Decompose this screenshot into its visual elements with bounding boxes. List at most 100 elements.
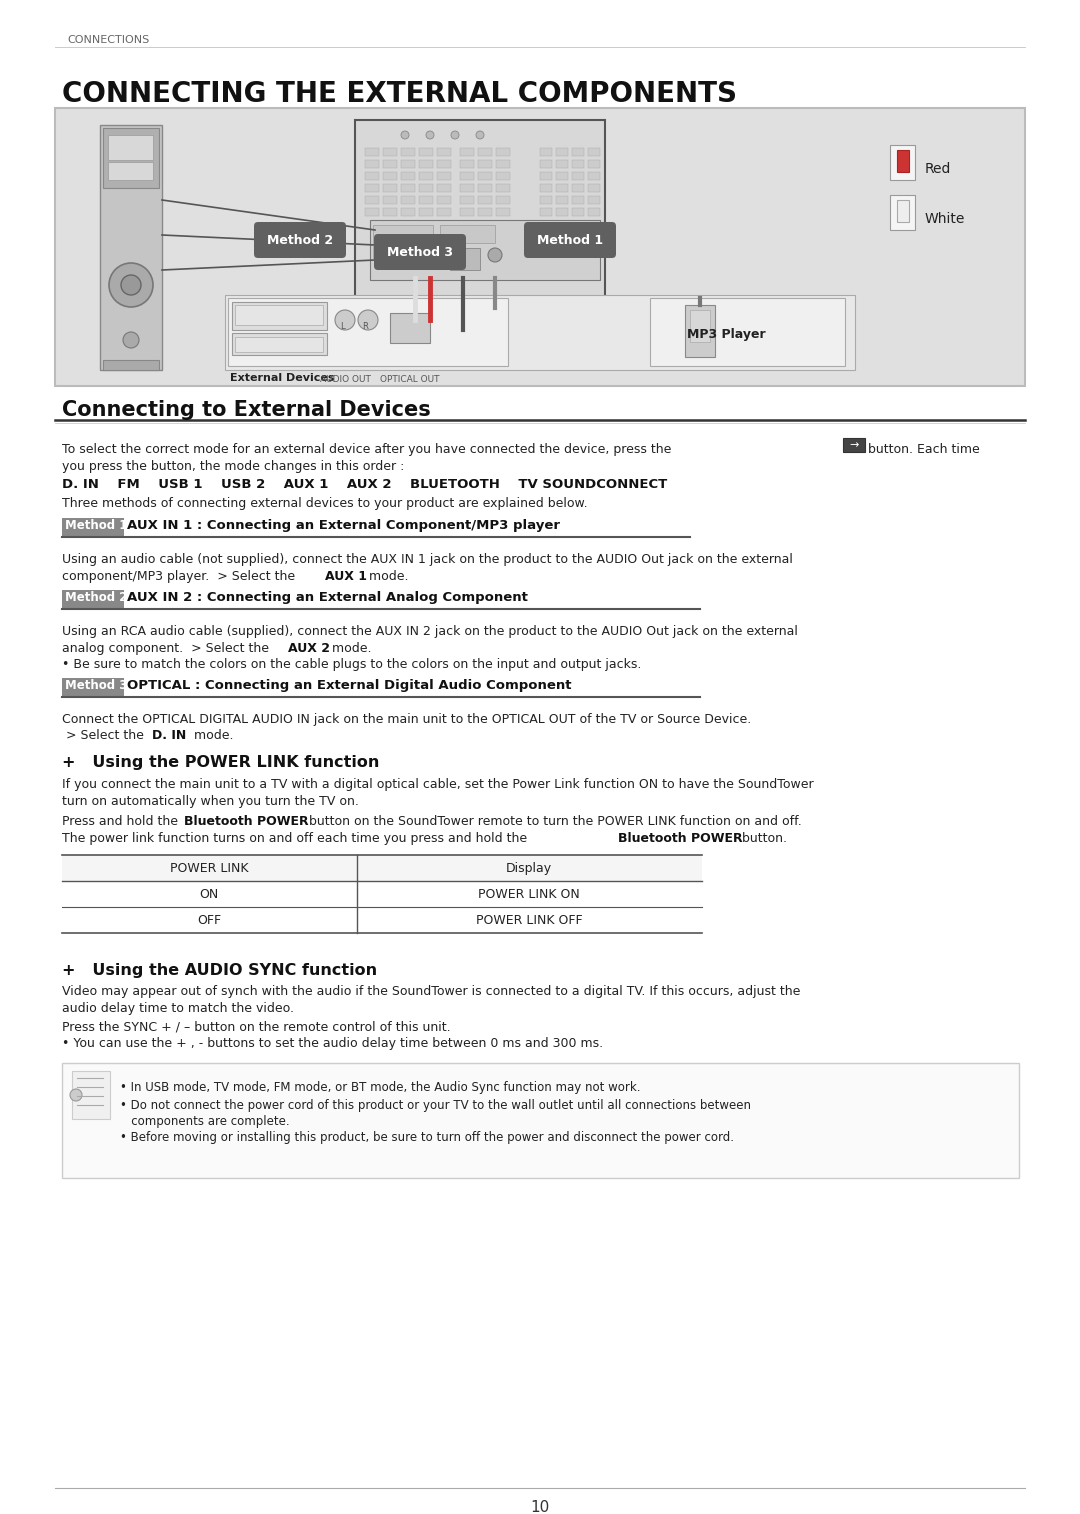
Text: CONNECTIONS: CONNECTIONS — [67, 35, 149, 45]
Text: 10: 10 — [530, 1500, 550, 1514]
Text: OPTICAL : Connecting an External Digital Audio Component: OPTICAL : Connecting an External Digital… — [127, 678, 571, 692]
Text: R: R — [362, 322, 368, 332]
Text: D. IN    FM    USB 1    USB 2    AUX 1    AUX 2    BLUETOOTH    TV SOUNDCONNECT: D. IN FM USB 1 USB 2 AUX 1 AUX 2 BLUETOO… — [62, 478, 667, 491]
Bar — [383, 185, 397, 192]
Text: +   Using the AUDIO SYNC function: + Using the AUDIO SYNC function — [62, 963, 377, 978]
Bar — [496, 195, 510, 204]
Text: +   Using the POWER LINK function: + Using the POWER LINK function — [62, 755, 379, 771]
Text: > Select the: > Select the — [62, 730, 148, 742]
Bar — [62, 518, 124, 536]
Text: • Before moving or installing this product, be sure to turn off the power and di: • Before moving or installing this produ… — [120, 1131, 734, 1145]
Circle shape — [488, 248, 502, 262]
Bar — [355, 120, 605, 319]
Text: The power link function turns on and off each time you press and hold the: The power link function turns on and off… — [62, 833, 531, 845]
Text: Display: Display — [505, 861, 552, 875]
Circle shape — [70, 1089, 82, 1101]
Text: Method 2: Method 2 — [65, 590, 127, 604]
Text: AUDIO OUT: AUDIO OUT — [320, 375, 370, 385]
Text: Video may appear out of synch with the audio if the SoundTower is connected to a: Video may appear out of synch with the a… — [62, 986, 800, 998]
Text: Bluetooth POWER: Bluetooth POWER — [618, 833, 743, 845]
Bar — [478, 160, 492, 168]
Text: POWER LINK ON: POWER LINK ON — [478, 889, 580, 901]
Bar — [365, 160, 379, 168]
Text: • In USB mode, TV mode, FM mode, or BT mode, the Audio Sync function may not wor: • In USB mode, TV mode, FM mode, or BT m… — [120, 1081, 640, 1095]
Bar — [496, 207, 510, 217]
Text: AUX 1: AUX 1 — [325, 569, 367, 583]
Text: Using an RCA audio cable (supplied), connect the AUX IN 2 jack on the product to: Using an RCA audio cable (supplied), con… — [62, 625, 798, 637]
Text: button. Each time: button. Each time — [868, 444, 980, 456]
Bar — [401, 148, 415, 156]
Bar — [437, 207, 451, 217]
Text: D. IN: D. IN — [152, 730, 186, 742]
Text: mode.: mode. — [190, 730, 233, 742]
Text: Three methods of connecting external devices to your product are explained below: Three methods of connecting external dev… — [62, 497, 588, 510]
Text: Method 2: Method 2 — [267, 233, 333, 247]
Bar — [556, 160, 568, 168]
Bar — [540, 160, 552, 168]
Text: POWER LINK: POWER LINK — [170, 861, 248, 875]
Bar — [478, 173, 492, 180]
Bar — [588, 173, 600, 180]
Bar — [365, 173, 379, 180]
Bar — [460, 207, 474, 217]
Bar — [390, 313, 430, 344]
Bar — [401, 207, 415, 217]
Text: Press and hold the: Press and hold the — [62, 815, 183, 828]
FancyBboxPatch shape — [254, 223, 346, 257]
Bar — [437, 185, 451, 192]
Bar — [419, 185, 433, 192]
Bar — [650, 298, 845, 366]
Text: component/MP3 player.  > Select the: component/MP3 player. > Select the — [62, 569, 299, 583]
Bar — [383, 195, 397, 204]
Bar — [572, 160, 584, 168]
Text: →: → — [849, 441, 859, 450]
Bar — [556, 148, 568, 156]
Text: Connecting to External Devices: Connecting to External Devices — [62, 400, 431, 419]
Bar — [890, 145, 915, 180]
Text: • You can use the + , - buttons to set the audio delay time between 0 ms and 300: • You can use the + , - buttons to set t… — [62, 1037, 603, 1051]
Circle shape — [407, 250, 423, 266]
Text: To select the correct mode for an external device after you have connected the d: To select the correct mode for an extern… — [62, 444, 672, 456]
Bar — [401, 185, 415, 192]
Text: AUX 2: AUX 2 — [288, 642, 330, 656]
Bar — [225, 295, 855, 369]
Bar — [897, 200, 909, 223]
Bar — [540, 148, 552, 156]
Circle shape — [422, 250, 438, 266]
Text: Bluetooth POWER: Bluetooth POWER — [184, 815, 309, 828]
Bar — [556, 207, 568, 217]
Bar — [383, 173, 397, 180]
Circle shape — [121, 276, 141, 295]
Text: turn on automatically when you turn the TV on.: turn on automatically when you turn the … — [62, 795, 359, 808]
Bar — [62, 1063, 1020, 1178]
Bar — [588, 148, 600, 156]
Bar — [232, 333, 327, 354]
Circle shape — [476, 132, 484, 139]
Bar — [478, 185, 492, 192]
Bar — [460, 185, 474, 192]
Bar — [232, 301, 327, 330]
Circle shape — [109, 263, 153, 307]
Bar — [440, 226, 495, 244]
Bar — [62, 590, 124, 609]
Bar — [588, 160, 600, 168]
Bar — [540, 195, 552, 204]
Text: Method 1: Method 1 — [537, 233, 603, 247]
Text: ON: ON — [200, 889, 218, 901]
Bar — [235, 338, 323, 351]
Text: button.: button. — [738, 833, 787, 845]
Bar — [419, 173, 433, 180]
Bar — [103, 360, 159, 369]
Text: you press the button, the mode changes in this order :: you press the button, the mode changes i… — [62, 460, 404, 472]
Bar — [100, 126, 162, 369]
Bar — [588, 207, 600, 217]
Bar — [588, 185, 600, 192]
Bar — [685, 304, 715, 357]
Bar — [690, 310, 710, 342]
Circle shape — [451, 132, 459, 139]
Bar — [365, 148, 379, 156]
Text: • Be sure to match the colors on the cable plugs to the colors on the input and : • Be sure to match the colors on the cab… — [62, 659, 642, 671]
Bar — [437, 160, 451, 168]
Bar — [373, 245, 433, 257]
Bar — [108, 135, 153, 160]
